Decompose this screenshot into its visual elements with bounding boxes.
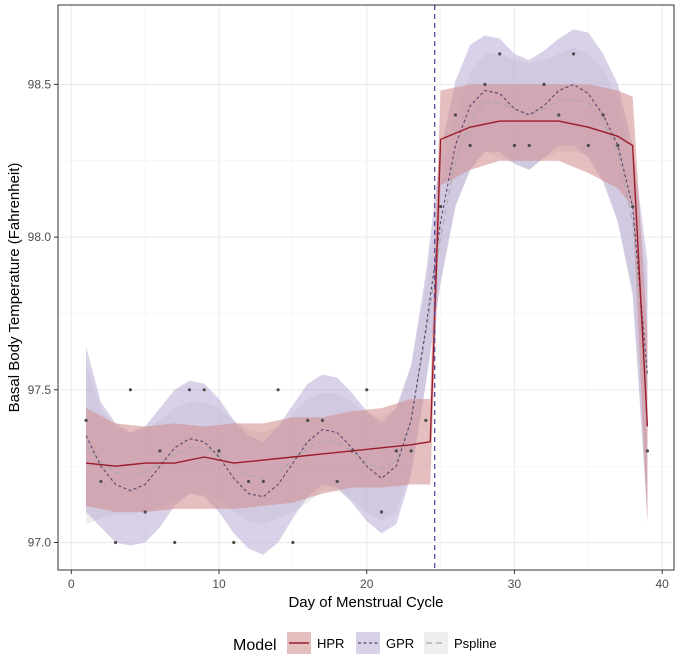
legend-title: Model [233, 637, 277, 654]
x-tick-label: 40 [656, 577, 670, 591]
legend-label: GPR [386, 636, 414, 651]
observed-points [84, 52, 650, 545]
x-axis: 0 10 20 30 40 [68, 570, 669, 591]
plot-border [57, 4, 675, 571]
y-tick-label: 97.5 [28, 383, 52, 397]
data-point [424, 418, 428, 422]
data-point [468, 143, 472, 148]
model-lines [85, 83, 649, 498]
x-tick-label: 10 [212, 577, 226, 591]
data-point [453, 113, 457, 117]
data-point [335, 479, 339, 484]
legend-item-gpr: GPR [356, 632, 414, 654]
data-point [365, 388, 369, 392]
data-point [202, 388, 206, 392]
data-point [143, 510, 147, 514]
data-point [498, 52, 502, 56]
x-axis-title: Day of Menstrual Cycle [288, 594, 443, 611]
x-tick-label: 0 [68, 577, 75, 591]
legend-label: Pspline [454, 636, 497, 651]
data-point [512, 143, 517, 148]
data-point [542, 82, 546, 87]
data-point [217, 449, 221, 453]
data-point [394, 449, 398, 453]
data-point [99, 479, 103, 484]
y-axis: 97.0 97.5 98.0 98.5 [28, 77, 58, 550]
data-point [187, 388, 192, 392]
data-point [645, 449, 650, 453]
legend-items: HPR GPR Pspline [287, 632, 497, 654]
legend-label: HPR [317, 636, 344, 651]
data-point [438, 204, 443, 209]
data-point [158, 449, 162, 453]
data-point [291, 540, 295, 545]
data-point [483, 82, 487, 87]
data-point [276, 388, 280, 392]
plot-panel [57, 4, 675, 571]
data-point [557, 113, 561, 117]
y-tick-label: 98.5 [28, 77, 52, 91]
data-point [128, 388, 132, 392]
data-point [409, 449, 413, 453]
y-tick-label: 98.0 [28, 230, 52, 244]
line-gpr [85, 83, 648, 498]
data-point [306, 418, 310, 422]
data-point [246, 479, 251, 484]
x-tick-label: 20 [360, 577, 374, 591]
data-point [261, 479, 265, 484]
data-point [84, 418, 88, 422]
data-point [527, 143, 531, 148]
y-axis-title: Basal Body Temperature (Fahrenheit) [6, 163, 23, 413]
line-pspline [85, 99, 648, 479]
data-point [232, 540, 236, 545]
legend-item-pspline: Pspline [424, 632, 497, 654]
y-tick-label: 97.0 [28, 536, 52, 550]
data-point [114, 540, 118, 545]
legend: Model HPR GPR Pspline [233, 632, 497, 654]
data-point [320, 418, 325, 422]
band-gpr [86, 29, 648, 555]
data-point [379, 510, 384, 514]
data-point [586, 143, 590, 148]
data-point [571, 52, 576, 56]
line-hpr [85, 120, 649, 467]
legend-key-band [356, 632, 380, 654]
legend-item-hpr: HPR [287, 632, 344, 654]
data-point [173, 540, 177, 545]
x-tick-label: 30 [508, 577, 522, 591]
